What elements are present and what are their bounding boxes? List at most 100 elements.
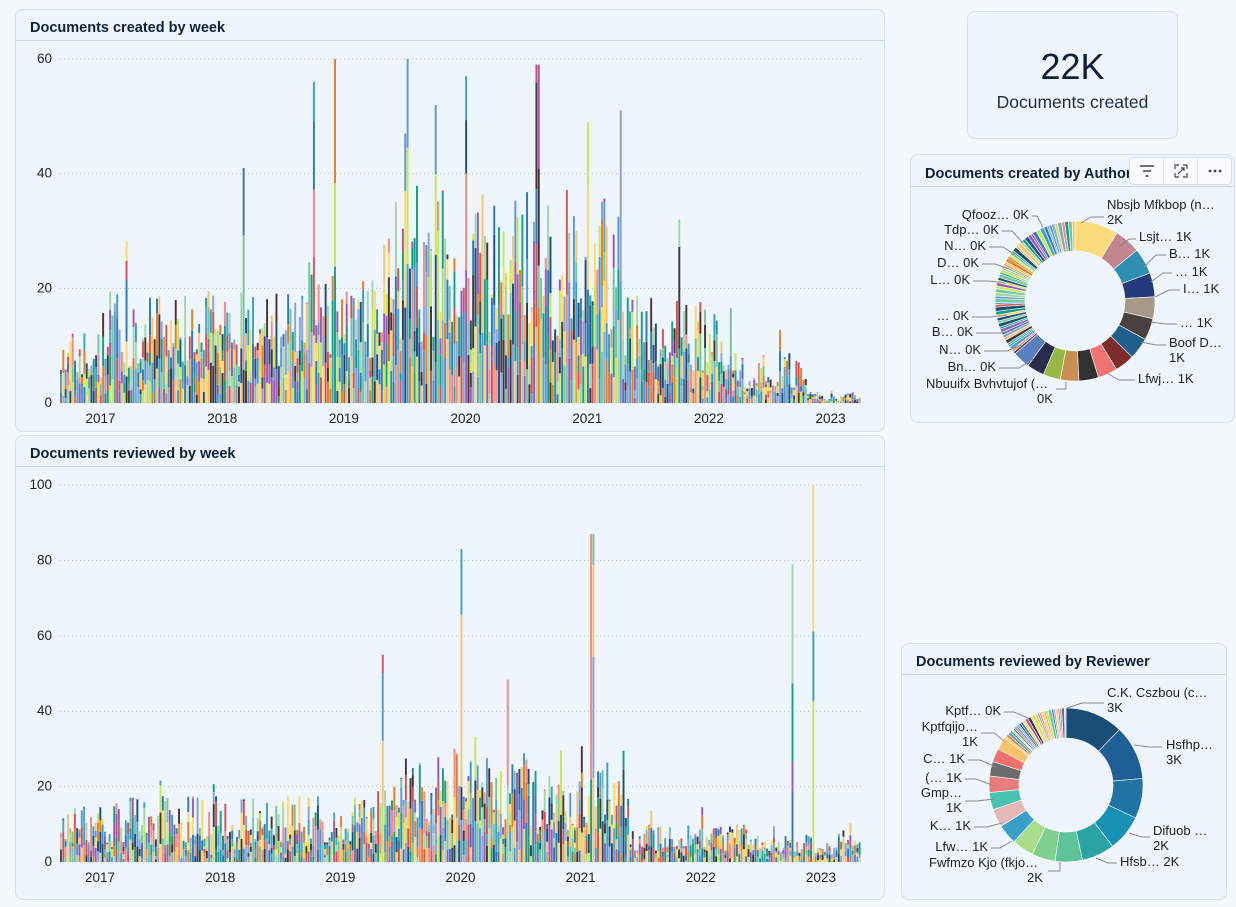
bar-segment[interactable] bbox=[374, 831, 377, 844]
bar-segment[interactable] bbox=[446, 380, 449, 404]
bar-segment[interactable] bbox=[821, 860, 824, 862]
bar-segment[interactable] bbox=[505, 285, 507, 331]
bar-segment[interactable] bbox=[776, 386, 779, 394]
bar-segment[interactable] bbox=[235, 365, 238, 386]
bar-segment[interactable] bbox=[657, 366, 660, 382]
bar-segment[interactable] bbox=[106, 374, 109, 391]
bar-segment[interactable] bbox=[610, 843, 613, 862]
bar-segment[interactable] bbox=[414, 836, 417, 862]
bar-segment[interactable] bbox=[397, 849, 400, 862]
bar-segment[interactable] bbox=[631, 838, 634, 852]
bar-segment[interactable] bbox=[116, 294, 119, 319]
bar-segment[interactable] bbox=[842, 848, 845, 862]
bar-segment[interactable] bbox=[254, 386, 257, 403]
bar-segment[interactable] bbox=[720, 353, 723, 363]
bar-segment[interactable] bbox=[783, 366, 786, 385]
bar-segment[interactable] bbox=[694, 338, 697, 361]
bar-segment[interactable] bbox=[266, 337, 269, 368]
bar-segment[interactable] bbox=[828, 400, 831, 402]
bar-segment[interactable] bbox=[106, 852, 109, 859]
bar-segment[interactable] bbox=[840, 855, 843, 862]
bar-segment[interactable] bbox=[441, 320, 444, 403]
bar-segment[interactable] bbox=[584, 260, 587, 324]
bar-segment[interactable] bbox=[109, 342, 112, 355]
bar-segment[interactable] bbox=[249, 842, 252, 847]
bar-segment[interactable] bbox=[757, 394, 760, 403]
bar-segment[interactable] bbox=[668, 352, 671, 386]
bar-segment[interactable] bbox=[735, 824, 738, 839]
bar-segment[interactable] bbox=[229, 852, 231, 862]
bar-segment[interactable] bbox=[741, 364, 744, 379]
bar-segment[interactable] bbox=[570, 318, 573, 331]
bar-segment[interactable] bbox=[823, 859, 826, 862]
bar-segment[interactable] bbox=[329, 368, 332, 389]
bar-segment[interactable] bbox=[493, 304, 496, 333]
bar-segment[interactable] bbox=[643, 833, 646, 848]
bar-segment[interactable] bbox=[627, 806, 630, 818]
bar-segment[interactable] bbox=[763, 847, 766, 851]
bar-segment[interactable] bbox=[786, 845, 789, 854]
bar-segment[interactable] bbox=[432, 845, 435, 862]
bar-segment[interactable] bbox=[626, 385, 629, 403]
bar-segment[interactable] bbox=[161, 845, 164, 862]
bar-segment[interactable] bbox=[701, 807, 704, 816]
bar-segment[interactable] bbox=[717, 829, 720, 836]
bar-segment[interactable] bbox=[340, 816, 343, 827]
bar-segment[interactable] bbox=[769, 387, 772, 391]
bar-segment[interactable] bbox=[481, 332, 484, 403]
bar-segment[interactable] bbox=[351, 850, 354, 862]
bar-segment[interactable] bbox=[230, 342, 233, 350]
bar-segment[interactable] bbox=[209, 309, 212, 313]
bar-segment[interactable] bbox=[228, 349, 231, 371]
bar-segment[interactable] bbox=[205, 848, 208, 851]
bar-segment[interactable] bbox=[755, 389, 758, 397]
bar-segment[interactable] bbox=[768, 857, 771, 860]
bar-segment[interactable] bbox=[428, 831, 431, 849]
bar-segment[interactable] bbox=[327, 305, 329, 352]
bar-segment[interactable] bbox=[781, 376, 784, 389]
bar-segment[interactable] bbox=[62, 349, 65, 352]
bar-segment[interactable] bbox=[448, 817, 451, 849]
bar-segment[interactable] bbox=[252, 343, 254, 372]
bar-segment[interactable] bbox=[769, 390, 772, 394]
bar-segment[interactable] bbox=[124, 835, 127, 848]
bar-segment[interactable] bbox=[694, 844, 697, 854]
bar-segment[interactable] bbox=[437, 201, 440, 231]
bar-segment[interactable] bbox=[435, 823, 437, 855]
bar-segment[interactable] bbox=[476, 315, 479, 377]
bar-segment[interactable] bbox=[617, 836, 620, 851]
bar-segment[interactable] bbox=[95, 382, 98, 388]
bar-segment[interactable] bbox=[137, 387, 140, 403]
bar-segment[interactable] bbox=[592, 777, 595, 862]
bar-segment[interactable] bbox=[499, 813, 502, 839]
bar-segment[interactable] bbox=[564, 811, 567, 813]
bar-segment[interactable] bbox=[594, 243, 596, 285]
bar-segment[interactable] bbox=[210, 858, 213, 862]
bar-segment[interactable] bbox=[849, 401, 852, 403]
bar-segment[interactable] bbox=[598, 256, 601, 311]
bar-segment[interactable] bbox=[573, 847, 576, 854]
bar-segment[interactable] bbox=[418, 803, 421, 828]
bar-segment[interactable] bbox=[441, 850, 444, 862]
bar-segment[interactable] bbox=[830, 854, 833, 860]
bar-segment[interactable] bbox=[275, 323, 278, 370]
bar-segment[interactable] bbox=[652, 830, 655, 835]
bar-segment[interactable] bbox=[519, 302, 521, 361]
bar-segment[interactable] bbox=[245, 829, 248, 846]
bar-segment[interactable] bbox=[441, 827, 444, 851]
bar-segment[interactable] bbox=[117, 809, 120, 821]
bar-segment[interactable] bbox=[719, 854, 722, 862]
bar-segment[interactable] bbox=[469, 363, 472, 373]
bar-segment[interactable] bbox=[127, 390, 130, 403]
bar-segment[interactable] bbox=[777, 842, 780, 851]
bar-segment[interactable] bbox=[622, 311, 625, 340]
bar-segment[interactable] bbox=[743, 394, 746, 397]
bar-segment[interactable] bbox=[359, 342, 362, 373]
bar-segment[interactable] bbox=[610, 329, 613, 348]
bar-segment[interactable] bbox=[603, 331, 606, 403]
bar-segment[interactable] bbox=[533, 301, 536, 344]
bar-segment[interactable] bbox=[277, 840, 280, 862]
bar-segment[interactable] bbox=[812, 485, 815, 632]
bar-segment[interactable] bbox=[783, 358, 786, 367]
bar-segment[interactable] bbox=[504, 847, 507, 862]
